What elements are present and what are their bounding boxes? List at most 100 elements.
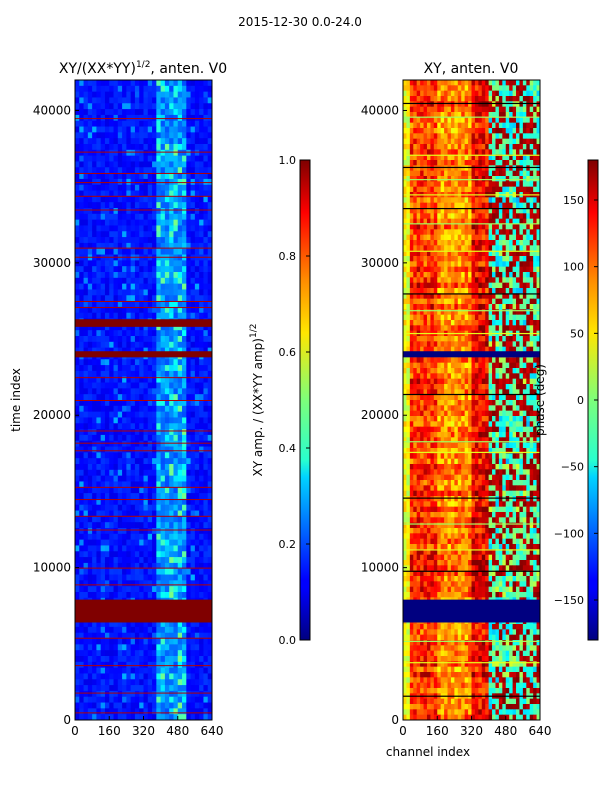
heatmap-cell (134, 132, 140, 139)
heatmap-cell (96, 138, 102, 145)
heatmap-cell (104, 487, 110, 494)
heatmap-cell (143, 458, 149, 465)
flagged-row-line (75, 307, 212, 309)
heatmap-cell (536, 240, 540, 246)
heatmap-cell (96, 394, 102, 401)
heatmap-cell (104, 400, 110, 407)
heatmap-cell (75, 423, 80, 430)
heatmap-cell (454, 197, 459, 204)
heatmap-cell (485, 133, 490, 140)
heatmap-cell (113, 242, 119, 250)
heatmap-cell (464, 186, 469, 193)
heatmap-cell (134, 498, 140, 506)
heatmap-cell (173, 469, 179, 477)
heatmap-cell (164, 429, 170, 436)
heatmap-cell (152, 144, 157, 151)
heatmap-cell (139, 644, 144, 651)
heatmap-cell (190, 586, 196, 593)
heatmap-cell (79, 394, 84, 401)
heatmap-cell (104, 417, 110, 424)
heatmap-cell (440, 144, 445, 150)
heatmap-cell (169, 417, 174, 424)
heatmap-cell (186, 481, 191, 488)
heatmap-cell (109, 149, 114, 157)
heatmap-cell (474, 250, 479, 257)
heatmap-cell (164, 161, 170, 168)
heatmap-cell (207, 429, 212, 436)
heatmap-cell (516, 149, 520, 156)
heatmap-cell (522, 144, 527, 150)
heatmap-cell (203, 167, 209, 174)
heatmap-cell (207, 644, 212, 651)
heatmap-cell (502, 202, 507, 209)
heatmap-cell (461, 117, 466, 124)
heatmap-cell (164, 394, 170, 401)
heatmap-cell (173, 690, 179, 698)
heatmap-cell (186, 167, 191, 174)
heatmap-cell (113, 394, 119, 401)
heatmap-cell (75, 312, 80, 319)
heatmap-cell (177, 580, 183, 587)
heatmap-cell (529, 144, 534, 150)
heatmap-cell (126, 336, 132, 343)
heatmap-cell (139, 91, 144, 98)
heatmap-cell (186, 97, 191, 104)
heatmap-cell (143, 120, 149, 127)
heatmap-cell (464, 229, 469, 236)
heatmap-cell (156, 167, 162, 174)
heatmap-cell (134, 493, 140, 500)
heatmap-cell (113, 289, 119, 296)
heatmap-cell (481, 229, 486, 236)
heatmap-cell (495, 213, 500, 220)
heatmap-cell (147, 528, 153, 535)
heatmap-cell (134, 144, 140, 151)
heatmap-cell (177, 417, 183, 424)
heatmap-cell (109, 667, 114, 674)
heatmap-cell (190, 109, 196, 116)
heatmap-cell (207, 562, 212, 570)
heatmap-cell (164, 498, 170, 506)
heatmap-cell (87, 144, 93, 151)
heatmap-cell (75, 487, 80, 494)
heatmap-cell (440, 250, 445, 257)
heatmap-cell (186, 149, 191, 157)
heatmap-cell (173, 592, 179, 599)
heatmap-cell (122, 109, 127, 116)
heatmap-cell (207, 440, 212, 447)
heatmap-cell (139, 574, 144, 581)
heatmap-cell (104, 114, 110, 122)
heatmap-cell (173, 277, 179, 285)
heatmap-cell (450, 197, 455, 204)
heatmap-cell (420, 218, 424, 225)
flagged-row-line (75, 712, 212, 714)
heatmap-cell (481, 181, 486, 188)
heatmap-cell (100, 656, 106, 663)
heatmap-cell (416, 80, 421, 86)
heatmap-cell (126, 365, 132, 372)
heatmap-cell (104, 533, 110, 541)
heatmap-cell (75, 644, 80, 651)
heatmap-cell (87, 574, 93, 581)
heatmap-cell (160, 167, 166, 174)
heatmap-cell (117, 464, 123, 471)
heatmap-cell (529, 160, 534, 166)
heatmap-cell (498, 208, 503, 214)
heatmap-cell (100, 126, 106, 133)
heatmap-cell (416, 176, 421, 182)
heatmap-cell (450, 224, 455, 230)
heatmap-cell (160, 504, 166, 511)
heatmap-cell (122, 644, 127, 651)
heatmap-cell (203, 650, 209, 657)
heatmap-cell (471, 176, 476, 182)
heatmap-cell (182, 434, 187, 442)
heatmap-cell (152, 557, 157, 564)
heatmap-cell (169, 702, 174, 709)
heatmap-cell (413, 101, 418, 108)
heatmap-cell (109, 423, 114, 430)
heatmap-cell (182, 138, 187, 145)
heatmap-cell (126, 208, 132, 215)
heatmap-cell (536, 165, 540, 172)
heatmap-cell (423, 138, 428, 145)
heatmap-cell (152, 638, 157, 645)
heatmap-cell (92, 330, 97, 337)
